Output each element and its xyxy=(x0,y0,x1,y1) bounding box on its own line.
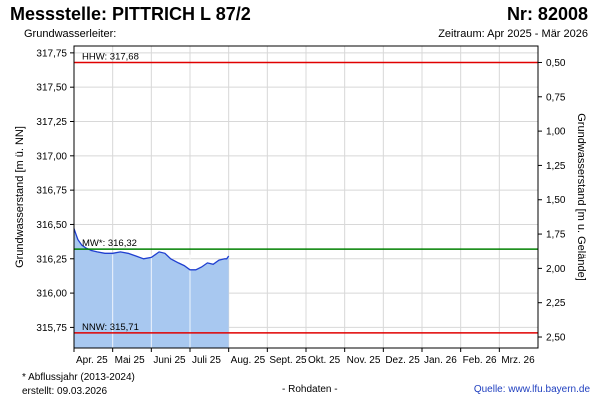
y-right-tick-label: 1,25 xyxy=(546,161,566,172)
page-title: Messstelle: PITTRICH L 87/2 xyxy=(10,4,251,24)
raw-data-label: - Rohdaten - xyxy=(282,384,338,395)
y-right-tick-label: 2,25 xyxy=(546,298,566,309)
x-tick-label: Dez. 25 xyxy=(385,355,420,366)
y-tick-label: 317,50 xyxy=(36,83,67,94)
x-tick-label: Okt. 25 xyxy=(308,355,341,366)
period-label: Zeitraum: Apr 2025 - Mär 2026 xyxy=(438,28,588,40)
source-link[interactable]: Quelle: www.lfu.bayern.de xyxy=(473,384,590,395)
y-tick-label: 317,75 xyxy=(36,48,67,59)
x-tick-label: Nov. 25 xyxy=(347,355,381,366)
y-right-tick-label: 0,75 xyxy=(546,92,566,103)
y-right-tick-label: 1,75 xyxy=(546,230,566,241)
y-tick-label: 316,75 xyxy=(36,186,67,197)
y-tick-label: 317,00 xyxy=(36,151,67,162)
y-right-tick-label: 0,50 xyxy=(546,58,566,69)
x-tick-label: Sept. 25 xyxy=(269,355,307,366)
footnote: * Abflussjahr (2013-2024) xyxy=(22,372,135,383)
x-tick-label: Juli 25 xyxy=(192,355,221,366)
y-tick-label: 316,25 xyxy=(36,254,67,265)
x-tick-label: Mrz. 26 xyxy=(501,355,535,366)
y-tick-label: 316,00 xyxy=(36,289,67,300)
y-right-axis-title: Grundwasserstand [m u. Gelände] xyxy=(575,113,587,281)
y-tick-label: 315,75 xyxy=(36,323,67,334)
y-right-tick-label: 2,00 xyxy=(546,264,566,275)
reference-line-label: NNW: 315,71 xyxy=(82,322,139,333)
x-tick-label: Mai 25 xyxy=(115,355,145,366)
x-tick-label: Apr. 25 xyxy=(76,355,108,366)
y-right-tick-label: 2,50 xyxy=(546,333,566,344)
station-number: Nr: 82008 xyxy=(506,4,588,24)
y-right-tick-label: 1,50 xyxy=(546,195,566,206)
x-tick-label: Juni 25 xyxy=(153,355,186,366)
created-date: erstellt: 09.03.2026 xyxy=(22,386,108,397)
x-tick-label: Feb. 26 xyxy=(463,355,497,366)
reference-line-label: HHW: 317,68 xyxy=(82,51,139,62)
x-tick-label: Jan. 26 xyxy=(424,355,457,366)
y-tick-label: 316,50 xyxy=(36,220,67,231)
reference-line-label: MW*: 316,32 xyxy=(82,238,137,249)
aquifer-label: Grundwasserleiter: xyxy=(24,28,117,40)
y-tick-label: 317,25 xyxy=(36,117,67,128)
y-axis-title: Grundwasserstand [m ü. NN] xyxy=(14,126,26,268)
x-tick-label: Aug. 25 xyxy=(231,355,266,366)
y-right-tick-label: 1,00 xyxy=(546,127,566,138)
